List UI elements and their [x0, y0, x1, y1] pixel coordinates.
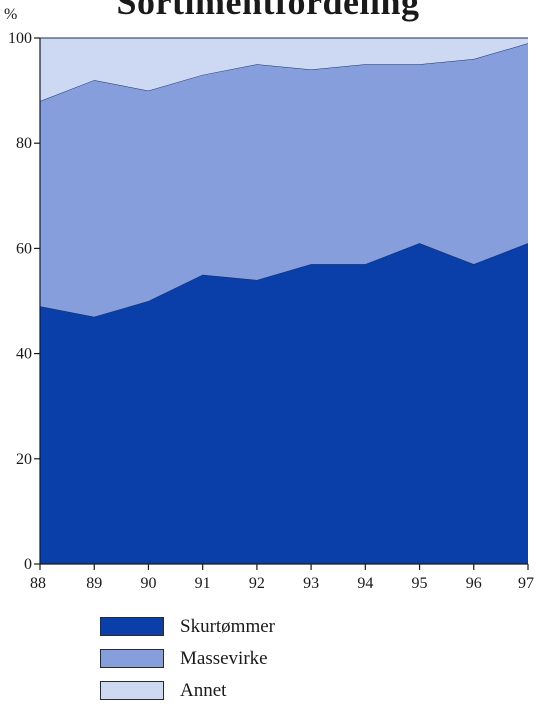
x-tick-label: 90	[140, 575, 156, 592]
y-tick-label: 20	[16, 451, 32, 468]
tick-labels: 0 20 40 60 80 100 88 89 90 91 92 93 94 95 96 97	[8, 30, 534, 592]
x-tick-label: 94	[357, 575, 373, 592]
legend: Skurtømmer Massevirke Annet	[100, 614, 275, 708]
y-tick-label: 40	[16, 346, 32, 363]
legend-label: Skurtømmer	[180, 615, 275, 637]
area-layers	[39, 37, 529, 564]
legend-swatch	[100, 649, 164, 668]
x-tick-label: 88	[30, 575, 46, 592]
legend-item-massevirke: Massevirke	[100, 646, 275, 671]
stacked-area-chart: 0 20 40 60 80 100 88 89 90 91 92 93 94 95 96 97	[8, 30, 534, 592]
area-annet	[40, 38, 528, 102]
chart-title: Sortimentfordeling	[116, 0, 420, 22]
y-tick-label: 100	[8, 30, 32, 47]
x-tick-label: 92	[249, 575, 265, 592]
legend-item-skurtømmer: Skurtømmer	[100, 614, 275, 639]
x-tick-label: 96	[466, 575, 482, 592]
y-tick-label: 0	[24, 556, 32, 573]
x-tick-label: 91	[195, 575, 211, 592]
legend-label: Massevirke	[180, 647, 268, 669]
x-tick-label: 97	[518, 575, 534, 592]
legend-swatch	[100, 617, 164, 636]
legend-label: Annet	[180, 679, 227, 701]
y-tick-label: 80	[16, 135, 32, 152]
y-tick-label: 60	[16, 240, 32, 257]
y-axis-unit-label: %	[4, 6, 18, 23]
x-tick-label: 89	[86, 575, 102, 592]
axes	[34, 37, 529, 570]
legend-swatch	[100, 681, 164, 700]
area-skurtømmer	[40, 243, 528, 564]
x-tick-label: 93	[303, 575, 319, 592]
legend-item-annet: Annet	[100, 678, 275, 703]
area-massevirke	[40, 43, 528, 317]
x-tick-label: 95	[412, 575, 428, 592]
